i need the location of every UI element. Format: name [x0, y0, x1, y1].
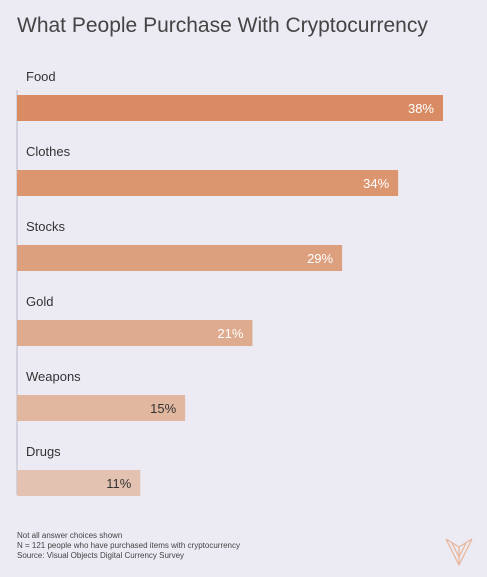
- bar-stocks: [17, 245, 342, 271]
- value-label-clothes: 34%: [363, 176, 389, 191]
- footer-source: Source: Visual Objects Digital Currency …: [17, 551, 240, 561]
- value-label-weapons: 15%: [150, 401, 176, 416]
- visual-objects-logo-icon: [444, 535, 474, 567]
- category-label-stocks: Stocks: [26, 219, 66, 234]
- footer-note: Not all answer choices shown: [17, 531, 240, 541]
- bar-food: [17, 95, 443, 121]
- value-label-gold: 21%: [217, 326, 243, 341]
- value-label-food: 38%: [408, 101, 434, 116]
- value-label-drugs: 11%: [106, 476, 131, 491]
- category-label-drugs: Drugs: [26, 444, 61, 459]
- category-label-gold: Gold: [26, 294, 53, 309]
- category-label-clothes: Clothes: [26, 144, 71, 159]
- category-label-food: Food: [26, 69, 56, 84]
- footer-sample-size: N = 121 people who have purchased items …: [17, 541, 240, 551]
- chart-footer: Not all answer choices shown N = 121 peo…: [17, 531, 240, 561]
- category-label-weapons: Weapons: [26, 369, 81, 384]
- bar-clothes: [17, 170, 398, 196]
- value-label-stocks: 29%: [307, 251, 333, 266]
